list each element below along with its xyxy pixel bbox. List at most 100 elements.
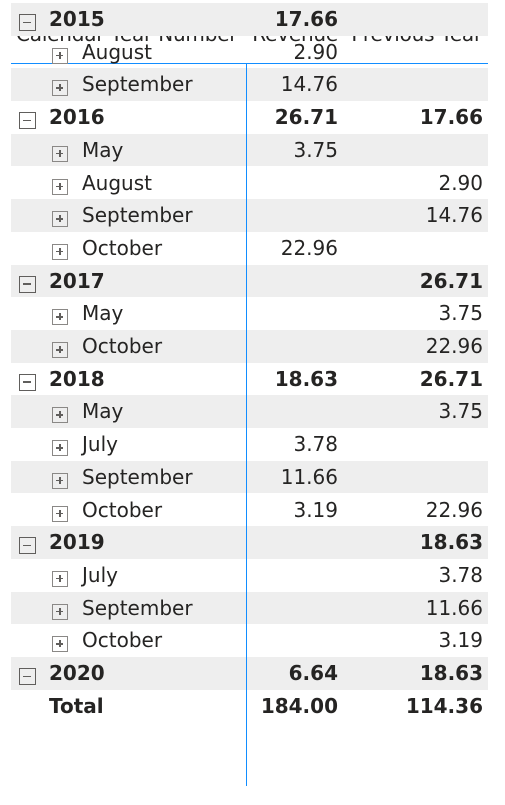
column-divider: [246, 64, 247, 786]
month-row[interactable]: May 3.75: [11, 133, 488, 167]
total-revenue-cell: 184.00: [260, 693, 338, 718]
toggle-plus-bar: [59, 476, 61, 484]
toggle-minus-bar: [23, 544, 31, 547]
toggle-minus-bar: [23, 21, 31, 23]
previous-year-cell: 22.96: [425, 334, 483, 358]
month-row[interactable]: September 11.66: [11, 460, 488, 494]
revenue-cell: 14.76: [280, 72, 338, 97]
expand-icon[interactable]: [52, 440, 68, 457]
expand-icon[interactable]: [52, 309, 68, 326]
month-row[interactable]: September 14.76: [11, 68, 488, 102]
collapse-icon[interactable]: [19, 112, 36, 130]
previous-year-cell: 3.75: [438, 301, 483, 326]
expand-icon[interactable]: [52, 178, 68, 195]
previous-year-cell: 26.71: [419, 366, 483, 391]
month-row[interactable]: September 14.76: [11, 199, 488, 232]
previous-year-cell: 2.90: [438, 170, 483, 195]
month-row[interactable]: October 22.96: [11, 330, 488, 363]
revenue-cell: 3.19: [293, 497, 338, 522]
total-previous-year-cell: 114.36: [405, 693, 483, 718]
expand-icon[interactable]: [52, 505, 68, 522]
year-label: 2016: [49, 105, 105, 130]
year-row[interactable]: 2016 26.71 17.66: [11, 101, 488, 134]
revenue-cell: 6.64: [288, 661, 338, 685]
month-label: September: [82, 464, 193, 489]
year-label: 2019: [49, 530, 105, 555]
month-label: August: [82, 39, 152, 64]
month-label: May: [82, 137, 124, 162]
expand-icon[interactable]: [52, 243, 68, 260]
toggle-plus-bar: [59, 51, 61, 59]
previous-year-cell: 22.96: [425, 497, 483, 522]
revenue-cell: 11.66: [280, 464, 338, 489]
month-row[interactable]: September 11.66: [11, 591, 488, 625]
month-row[interactable]: August 2.90: [11, 36, 488, 69]
year-row[interactable]: 2018 18.63 26.71: [11, 363, 488, 396]
toggle-minus-bar: [23, 381, 31, 383]
month-label: September: [82, 203, 193, 228]
month-row[interactable]: July 3.78: [11, 559, 488, 592]
toggle-minus-bar: [23, 283, 31, 285]
month-label: May: [82, 399, 124, 424]
previous-year-cell: 11.66: [425, 595, 483, 620]
revenue-cell: 3.75: [293, 137, 338, 162]
month-row[interactable]: October 22.96: [11, 232, 488, 265]
expand-icon[interactable]: [52, 145, 68, 162]
month-label: October: [82, 334, 163, 358]
toggle-plus-bar: [59, 84, 61, 92]
expand-icon[interactable]: [52, 407, 68, 424]
month-label: July: [82, 562, 118, 587]
month-row[interactable]: July 3.78: [11, 428, 488, 461]
month-row[interactable]: August 2.90: [11, 167, 488, 200]
toggle-minus-bar: [23, 675, 31, 677]
expand-icon[interactable]: [52, 472, 68, 489]
expand-icon[interactable]: [52, 342, 68, 358]
expand-icon[interactable]: [52, 636, 68, 653]
expand-icon[interactable]: [52, 211, 68, 228]
year-row[interactable]: 2020 6.64 18.63: [11, 657, 488, 690]
toggle-plus-bar: [59, 574, 61, 582]
collapse-icon[interactable]: [19, 668, 36, 685]
previous-year-cell: 17.66: [419, 105, 483, 130]
collapse-icon[interactable]: [19, 373, 36, 391]
total-row: Total 184.00 114.36: [11, 690, 488, 723]
toggle-plus-bar: [59, 346, 61, 353]
year-label: 2020: [49, 661, 105, 685]
month-row[interactable]: October 3.19: [11, 624, 488, 657]
revenue-cell: 17.66: [274, 7, 338, 31]
month-label: September: [82, 72, 193, 97]
toggle-plus-bar: [59, 607, 61, 615]
month-label: August: [82, 170, 152, 195]
year-row[interactable]: 2019 18.63: [11, 526, 488, 559]
expand-icon[interactable]: [52, 570, 68, 587]
toggle-plus-bar: [59, 509, 61, 517]
expand-icon[interactable]: [52, 47, 68, 64]
month-row[interactable]: October 3.19 22.96: [11, 494, 488, 527]
toggle-plus-bar: [59, 182, 61, 190]
revenue-cell: 26.71: [274, 105, 338, 130]
previous-year-cell: 26.71: [419, 268, 483, 293]
expand-icon[interactable]: [52, 80, 68, 97]
month-row[interactable]: May 3.75: [11, 395, 488, 429]
collapse-icon[interactable]: [19, 537, 36, 555]
previous-year-cell: 18.63: [419, 530, 483, 555]
expand-icon[interactable]: [52, 603, 68, 620]
previous-year-cell: 14.76: [425, 203, 483, 228]
collapse-icon[interactable]: [19, 275, 36, 293]
month-label: October: [82, 628, 163, 653]
month-label: October: [82, 497, 163, 522]
previous-year-cell: 3.19: [438, 628, 483, 653]
collapse-icon[interactable]: [19, 14, 36, 31]
year-row[interactable]: 2017 26.71: [11, 264, 488, 298]
toggle-plus-bar: [59, 313, 61, 321]
year-row[interactable]: 2015 17.66: [11, 3, 488, 36]
toggle-plus-bar: [59, 444, 61, 452]
month-label: September: [82, 595, 193, 620]
revenue-cell: 18.63: [274, 366, 338, 391]
toggle-plus-bar: [59, 215, 61, 223]
toggle-plus-bar: [59, 640, 61, 648]
month-row[interactable]: May 3.75: [11, 297, 488, 330]
year-label: 2018: [49, 366, 105, 391]
month-label: October: [82, 235, 163, 260]
month-label: May: [82, 301, 124, 326]
